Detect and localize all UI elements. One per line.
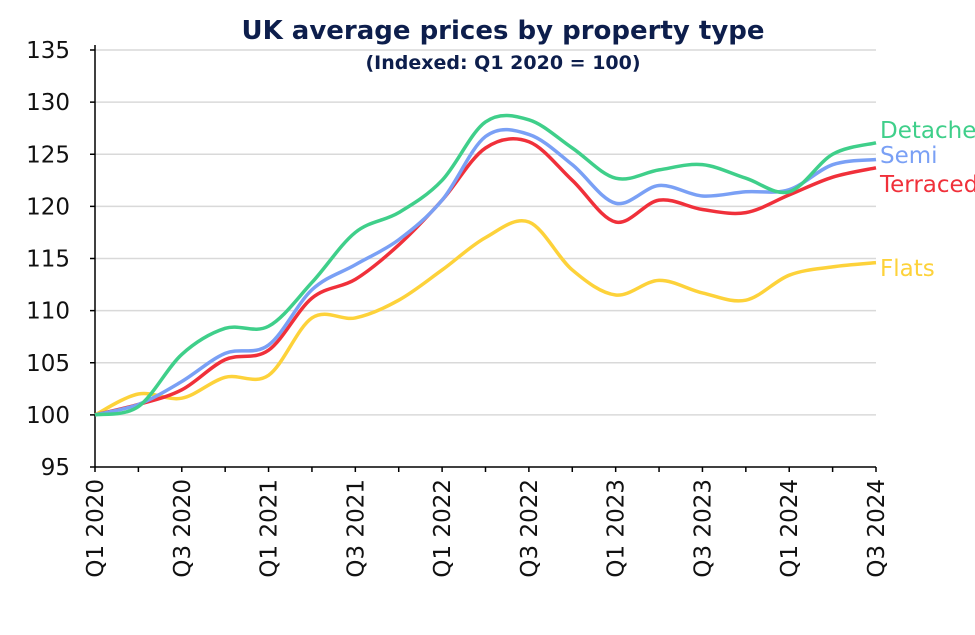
y-tick-label: 120 xyxy=(26,194,70,220)
series-line-flats xyxy=(94,219,877,417)
chart-title: UK average prices by property type xyxy=(241,16,764,46)
y-tick-label: 130 xyxy=(26,90,70,116)
x-tick-label: Q1 2022 xyxy=(430,479,456,578)
y-tick-label: 105 xyxy=(26,351,70,377)
series-label-flats: Flats xyxy=(880,256,935,282)
x-tick-label: Q1 2023 xyxy=(604,479,630,578)
gridlines xyxy=(95,49,876,416)
series-line-semi xyxy=(94,127,877,417)
series-label-detached: Detached xyxy=(880,118,975,144)
x-tick-label: Q3 2020 xyxy=(170,479,196,578)
series-lines xyxy=(94,113,877,417)
y-axis: 95 100 105 110 115 120 125 130 135 xyxy=(26,38,96,481)
y-tick-label: 110 xyxy=(26,299,70,325)
y-tick-label: 115 xyxy=(26,247,70,273)
series-line-terraced xyxy=(94,137,877,417)
x-tick-label: Q1 2024 xyxy=(777,479,803,578)
x-tick-label: Q1 2020 xyxy=(83,479,109,578)
y-tick-label: 125 xyxy=(26,142,70,168)
x-axis: Q1 2020 Q3 2020 Q1 2021 Q3 2021 Q1 2022 Q3 20… xyxy=(83,466,890,578)
x-tick-label: Q3 2021 xyxy=(343,479,369,578)
series-label-semi: Semi xyxy=(880,143,938,169)
y-tick-label: 100 xyxy=(26,403,70,429)
series-line-detached xyxy=(94,113,877,417)
y-tick-label: 95 xyxy=(41,455,70,481)
x-tick-label: Q1 2021 xyxy=(257,479,283,578)
chart-subtitle: (Indexed: Q1 2020 = 100) xyxy=(365,52,640,74)
x-tick-label: Q3 2022 xyxy=(517,479,543,578)
x-tick-label: Q3 2024 xyxy=(864,479,890,578)
series-label-terraced: Terraced xyxy=(879,172,975,198)
x-tick-label: Q3 2023 xyxy=(690,479,716,578)
series-labels: DetachedSemi Terraced Flats xyxy=(879,118,975,282)
y-tick-label: 135 xyxy=(26,38,70,64)
